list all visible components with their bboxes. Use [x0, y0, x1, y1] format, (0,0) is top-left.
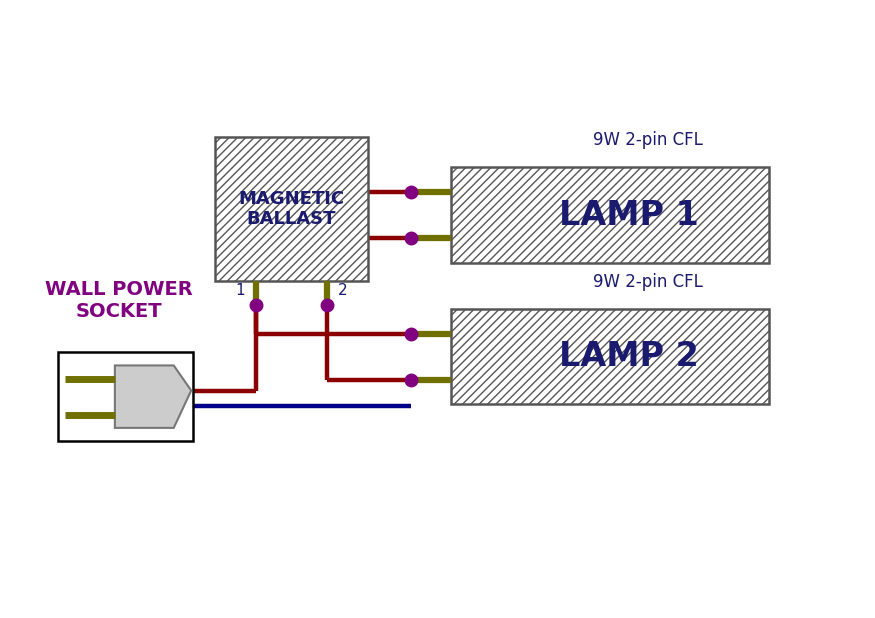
- Text: 9W 2-pin CFL: 9W 2-pin CFL: [593, 131, 703, 149]
- Text: 9W 2-pin CFL: 9W 2-pin CFL: [593, 273, 703, 290]
- Text: 2: 2: [338, 283, 347, 298]
- Bar: [451, 309, 769, 404]
- Text: MAGNETIC
BALLAST: MAGNETIC BALLAST: [238, 190, 345, 229]
- Text: 1: 1: [235, 283, 245, 298]
- Bar: [215, 137, 368, 281]
- Text: WALL POWER
SOCKET: WALL POWER SOCKET: [45, 281, 192, 321]
- Text: LAMP 1: LAMP 1: [559, 198, 699, 232]
- Text: LAMP 2: LAMP 2: [559, 340, 699, 373]
- Bar: [58, 352, 193, 441]
- Bar: [451, 167, 769, 263]
- Polygon shape: [115, 365, 191, 428]
